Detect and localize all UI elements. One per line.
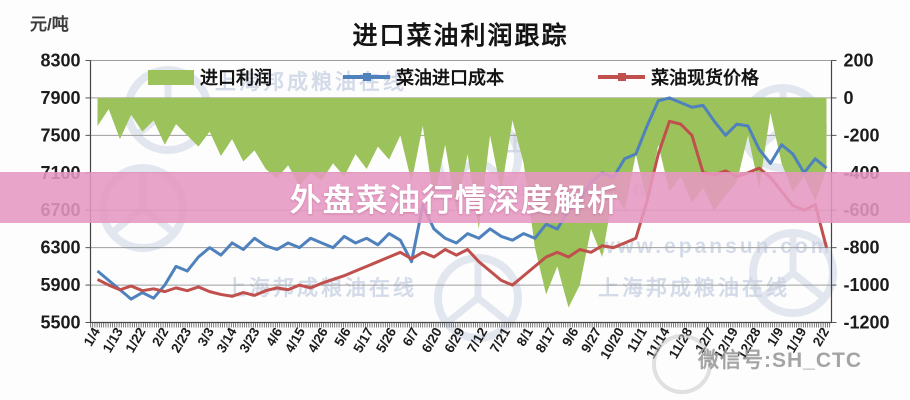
y-axis-right-tick-label: 0: [844, 88, 854, 108]
x-axis-tick-label: 4/15: [282, 325, 308, 356]
series-import-profit-area: [97, 97, 827, 308]
legend-line-marker: [363, 73, 371, 81]
y-axis-left-tick-label: 7500: [40, 125, 80, 145]
x-axis-tick-label: 2/23: [168, 325, 194, 356]
x-axis-tick-label: 6/20: [419, 325, 445, 355]
legend-label: 菜油进口成本: [396, 68, 504, 88]
promo-banner-overlay: 外盘菜油行情深度解析: [0, 172, 910, 223]
x-axis-tick-label: 1/22: [123, 325, 149, 355]
x-axis-tick-label: 4/26: [305, 325, 331, 356]
x-axis-tick-label: 3/3: [195, 325, 218, 349]
chart-title: 进口菜油利润跟踪: [352, 22, 569, 50]
legend-label: 进口利润: [200, 68, 272, 88]
x-axis-tick-label: 8/17: [533, 325, 559, 355]
legend-line-swatch: [343, 73, 390, 81]
x-axis-tick-label: 5/6: [331, 325, 354, 349]
x-axis-tick-label: 4/6: [263, 325, 286, 349]
x-axis-tick-label: 9/6: [559, 325, 582, 349]
x-axis-tick-label: 3/23: [236, 325, 262, 356]
y-axis-right-tick-label: -800: [844, 238, 880, 258]
legend-item: 菜油进口成本: [343, 62, 504, 92]
y-axis-right-tick-label: -200: [844, 125, 880, 145]
legend-area-swatch: [148, 69, 194, 85]
y-axis-left-tick-label: 7900: [40, 88, 80, 108]
y-axis-right-tick-label: -1200: [844, 313, 890, 333]
brand-watermark-text: 上海邦成粮油在线: [225, 277, 417, 300]
y-axis-unit-label: 元/吨: [30, 15, 69, 34]
x-axis-tick-label: 5/17: [350, 325, 376, 355]
series-import-cost-line: [96, 96, 828, 301]
legend-line-swatch: [598, 73, 645, 81]
y-axis-left-tick-label: 5900: [40, 275, 80, 295]
y-axis-right-tick-label: -1000: [844, 275, 890, 295]
y-axis-left-tick-label: 8300: [40, 51, 80, 71]
banner-headline: 外盘菜油行情深度解析: [290, 183, 620, 218]
y-axis-left-tick-label: 5500: [40, 313, 80, 333]
legend-item: 菜油现货价格: [598, 62, 759, 92]
x-axis-tick-label: 3/14: [214, 325, 240, 356]
x-axis-tick-label: 8/1: [514, 325, 537, 349]
legend-label: 菜油现货价格: [651, 68, 759, 88]
x-axis-tick-label: 10/20: [597, 325, 627, 362]
wechat-logo-icon: [652, 334, 712, 394]
y-axis-left-tick-label: 6300: [40, 238, 80, 258]
x-axis-tick-label: 2/2: [149, 325, 171, 349]
x-axis-tick-label: 7/12: [464, 325, 490, 355]
brand-watermark-text: 上海邦成粮油在线: [598, 277, 790, 300]
legend-line-marker: [618, 73, 626, 81]
legend-item: 进口利润: [148, 62, 272, 92]
y-axis-right-tick-label: 200: [844, 51, 874, 71]
x-axis-tick-label: 6/29: [441, 325, 467, 355]
x-axis-tick-label: 1/4: [81, 325, 104, 349]
brand-watermark-logo-icon: [430, 250, 526, 351]
x-axis-tick-label: 6/7: [400, 325, 422, 349]
x-axis-tick-label: 5/26: [373, 325, 399, 356]
chart-legend: 进口利润 菜油进口成本 菜油现货价格: [90, 62, 831, 92]
x-axis-tick-label: 7/21: [487, 325, 513, 356]
x-axis-tick-label: 1/13: [100, 325, 126, 356]
wechat-id-watermark: 微信号:SH_CTC: [698, 349, 863, 372]
